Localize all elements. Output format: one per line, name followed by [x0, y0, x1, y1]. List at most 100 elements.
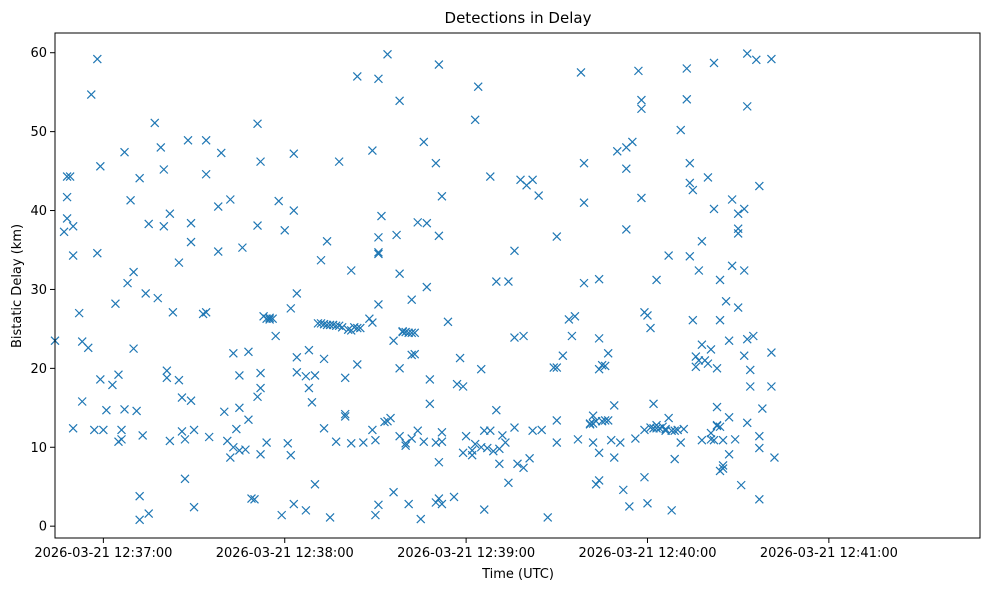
data-point — [603, 416, 613, 425]
data-point — [213, 202, 223, 212]
data-point — [292, 288, 302, 298]
data-point — [476, 364, 486, 374]
data-point — [180, 474, 190, 484]
data-point — [697, 236, 707, 246]
data-point — [745, 365, 755, 375]
data-point — [579, 198, 589, 208]
data-point — [83, 343, 93, 353]
x-tick-label: 2026-03-21 12:37:00 — [34, 546, 172, 561]
data-point — [627, 137, 637, 147]
data-point — [691, 352, 701, 361]
data-point — [274, 196, 284, 206]
data-point — [679, 424, 689, 434]
data-point — [621, 164, 631, 174]
data-point — [558, 351, 568, 361]
data-point — [588, 411, 598, 421]
data-point — [389, 487, 398, 497]
data-point — [292, 367, 302, 377]
data-point — [59, 227, 69, 237]
data-point — [213, 247, 223, 256]
data-point — [709, 435, 719, 445]
data-point — [177, 393, 187, 402]
data-point — [201, 169, 211, 179]
data-point — [355, 323, 365, 333]
data-point — [253, 221, 262, 230]
data-point — [594, 448, 604, 458]
data-point — [132, 406, 142, 416]
data-point — [479, 505, 489, 515]
data-point — [186, 396, 196, 406]
data-point — [92, 248, 102, 258]
data-point — [65, 172, 75, 182]
y-tick-label: 40 — [30, 204, 47, 219]
data-point — [395, 96, 405, 106]
data-point — [177, 427, 187, 436]
data-point — [664, 413, 674, 423]
data-point — [204, 432, 214, 442]
data-point — [74, 308, 84, 318]
data-point — [431, 498, 441, 507]
data-point — [643, 498, 652, 508]
data-point — [615, 438, 625, 447]
data-point — [754, 443, 764, 453]
data-point — [585, 419, 595, 429]
data-point — [410, 328, 420, 338]
data-point — [431, 158, 441, 168]
data-point — [117, 425, 126, 435]
data-point — [528, 175, 538, 185]
data-point — [95, 161, 105, 171]
data-point — [682, 94, 692, 104]
data-point — [455, 353, 465, 363]
data-point — [649, 399, 658, 409]
data-point — [697, 340, 707, 350]
data-point — [425, 374, 435, 384]
data-point — [374, 232, 383, 242]
data-point — [346, 266, 356, 275]
data-point — [129, 267, 139, 277]
data-point — [389, 336, 398, 346]
data-point — [407, 350, 417, 360]
data-point — [467, 445, 477, 455]
data-point — [552, 416, 562, 425]
data-point — [709, 204, 719, 214]
data-point — [371, 435, 380, 445]
data-point — [404, 499, 414, 509]
data-point — [380, 417, 389, 427]
data-point — [754, 494, 764, 504]
data-point — [334, 157, 344, 167]
data-point — [470, 115, 480, 125]
data-point — [374, 500, 383, 510]
data-point — [271, 331, 281, 341]
data-point — [174, 375, 184, 385]
data-point — [742, 101, 752, 111]
data-point — [228, 442, 238, 452]
data-point — [766, 54, 776, 64]
y-tick-label: 20 — [30, 362, 47, 377]
data-point — [618, 485, 628, 495]
data-point — [549, 363, 559, 372]
data-point — [256, 449, 265, 459]
data-point — [374, 74, 383, 84]
data-point — [407, 434, 417, 444]
data-point — [640, 425, 649, 435]
data-point — [664, 251, 674, 260]
data-point — [640, 472, 649, 482]
plot-frame — [54, 32, 981, 539]
data-point — [488, 446, 498, 456]
data-point — [410, 349, 420, 359]
data-point — [736, 480, 746, 490]
data-point — [292, 352, 302, 362]
data-point — [600, 416, 610, 425]
data-point — [534, 191, 544, 200]
data-point — [86, 90, 96, 99]
data-point — [367, 425, 377, 435]
data-point — [633, 66, 643, 76]
data-point — [594, 364, 604, 374]
x-tick-label: 2026-03-21 12:38:00 — [216, 546, 354, 561]
data-point — [621, 225, 631, 234]
data-point — [228, 348, 238, 358]
data-point — [135, 515, 145, 525]
data-point — [256, 157, 265, 167]
data-point — [766, 348, 776, 357]
